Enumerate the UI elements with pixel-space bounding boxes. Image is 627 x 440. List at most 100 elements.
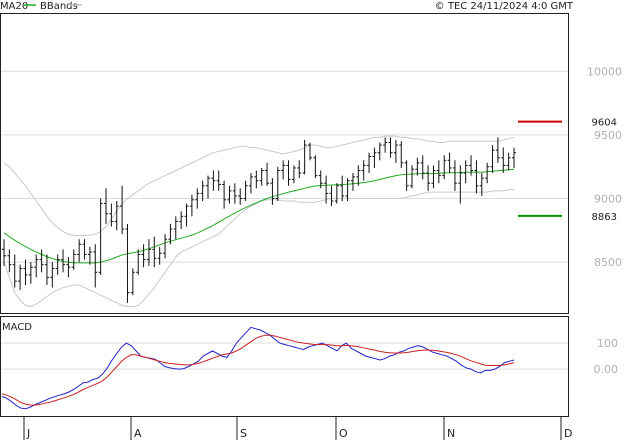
ohlc-bar xyxy=(189,194,194,217)
ohlc-bar xyxy=(39,249,44,273)
ohlc-bar xyxy=(340,175,345,202)
price-tick-label: 10000 xyxy=(587,65,622,78)
ohlc-bar xyxy=(399,141,404,168)
macd-title: MACD xyxy=(2,322,32,333)
ohlc-bar xyxy=(2,239,6,266)
month-label: N xyxy=(447,427,455,440)
price-tick-label: 8500 xyxy=(594,256,622,269)
ohlc-bar xyxy=(420,155,425,180)
ohlc-bar xyxy=(367,152,372,174)
ohlc-bar xyxy=(152,236,157,268)
ohlc-bar xyxy=(173,216,178,240)
ohlc-bars xyxy=(2,137,516,303)
ohlc-bar xyxy=(254,170,259,189)
ohlc-bar xyxy=(93,244,98,288)
ohlc-bar xyxy=(109,203,114,227)
ma20-line xyxy=(3,168,515,264)
ohlc-bar xyxy=(66,257,71,278)
ohlc-bar xyxy=(12,254,17,288)
ohlc-bar xyxy=(206,175,210,199)
ohlc-bar xyxy=(302,139,307,175)
level-label: 8863 xyxy=(592,212,617,223)
macd-panel: MACD 100 0.00 xyxy=(0,316,619,417)
ma20-path xyxy=(3,168,515,264)
ohlc-bar xyxy=(114,201,119,231)
month-label: J xyxy=(26,427,30,440)
ohlc-bar xyxy=(146,239,151,266)
ohlc-bar xyxy=(222,180,227,209)
ohlc-bar xyxy=(329,185,334,207)
ohlc-bar xyxy=(34,254,39,278)
ohlc-bar xyxy=(436,160,441,184)
ohlc-bar xyxy=(184,203,189,227)
ohlc-bar xyxy=(361,160,366,181)
ohlc-bar xyxy=(18,264,23,291)
ohlc-bar xyxy=(313,155,318,179)
ohlc-bar xyxy=(216,170,221,191)
ohlc-bar xyxy=(71,249,76,270)
legend-ma20: MA20 xyxy=(0,1,28,12)
price-panel: 9604 8863 10000 9500 9000 8500 xyxy=(0,13,622,314)
ohlc-bar xyxy=(490,145,495,174)
ohlc-bar xyxy=(318,170,323,189)
ohlc-bar xyxy=(345,178,350,202)
macd-signal-line xyxy=(1,334,515,406)
ohlc-bar xyxy=(356,165,361,186)
price-tick-label: 9000 xyxy=(594,192,622,205)
macd-panel-frame xyxy=(0,316,569,417)
ohlc-bar xyxy=(415,157,420,176)
ohlc-bar xyxy=(265,162,270,186)
ohlc-bar xyxy=(232,183,237,204)
bband-lower-line xyxy=(3,189,514,308)
ohlc-bar xyxy=(297,160,302,179)
price-panel-frame xyxy=(0,13,569,314)
ohlc-bar xyxy=(259,167,264,186)
ohlc-bar xyxy=(350,173,355,191)
price-axis-ticks: 10000 9500 9000 8500 xyxy=(587,65,622,269)
ohlc-bar xyxy=(195,188,200,209)
ohlc-bar xyxy=(238,188,243,205)
ohlc-bar xyxy=(157,246,162,265)
ohlc-bar xyxy=(82,239,87,260)
ohlc-bar xyxy=(23,259,28,286)
level-label: 9604 xyxy=(592,118,617,129)
ohlc-bar xyxy=(104,188,108,224)
ohlc-bar xyxy=(463,160,468,184)
ohlc-bar xyxy=(281,160,286,180)
macd-axis-ticks: 100 0.00 xyxy=(594,337,619,376)
ohlc-bar xyxy=(308,142,312,161)
ohlc-bar xyxy=(431,165,436,189)
month-label: S xyxy=(240,427,247,440)
ohlc-bar xyxy=(227,185,232,204)
ohlc-bar xyxy=(506,152,511,171)
bollinger-bands xyxy=(3,135,515,308)
ohlc-bar xyxy=(469,155,474,176)
ohlc-bar xyxy=(141,244,146,268)
price-tick-label: 9500 xyxy=(594,129,622,142)
ohlc-bar xyxy=(50,262,55,288)
month-label: O xyxy=(339,427,348,440)
ohlc-bar xyxy=(125,223,130,303)
ohlc-bar xyxy=(7,249,12,273)
ohlc-bar xyxy=(243,180,248,202)
legend-bbands: BBands xyxy=(40,1,78,12)
macd-tick-label: 100 xyxy=(597,337,618,350)
ohlc-bar xyxy=(200,180,205,202)
macd-tick-label: 0.00 xyxy=(594,363,619,376)
ohlc-bar xyxy=(512,147,516,168)
ohlc-bar xyxy=(136,249,141,275)
ohlc-bar xyxy=(495,137,500,163)
ohlc-bar xyxy=(44,254,49,286)
ohlc-bar xyxy=(474,160,479,194)
bband-upper-line xyxy=(3,135,515,237)
ohlc-bar xyxy=(286,160,291,186)
ohlc-bar xyxy=(426,165,431,191)
price-levels: 9604 8863 xyxy=(518,118,617,223)
ohlc-bar xyxy=(393,139,398,163)
ohlc-bar xyxy=(485,162,490,184)
ohlc-bar xyxy=(410,165,414,189)
month-label: A xyxy=(134,427,142,440)
ohlc-bar xyxy=(383,137,388,153)
